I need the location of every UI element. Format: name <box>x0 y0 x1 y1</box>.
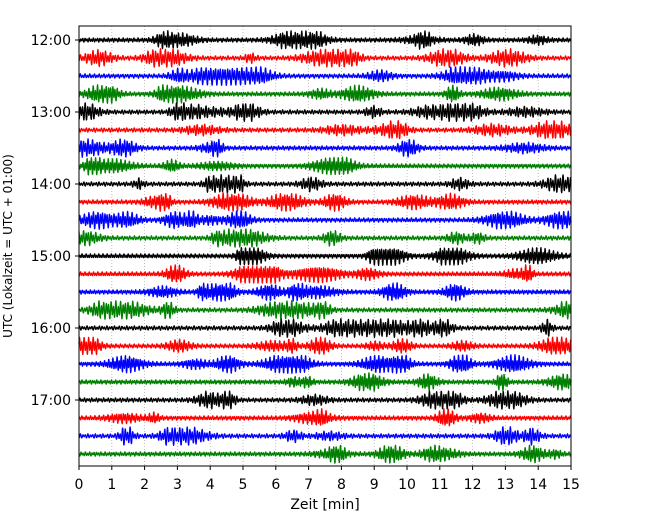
trace-1200 <box>78 29 572 50</box>
x-tick-label: 9 <box>370 477 379 493</box>
y-tick-label: 14:00 <box>31 177 71 193</box>
x-tick-label: 7 <box>304 477 313 493</box>
trace-1300 <box>78 102 572 122</box>
y-tick-label: 17:00 <box>31 393 71 409</box>
trace-1445 <box>78 228 572 248</box>
x-tick-label: 3 <box>173 477 182 493</box>
y-tick-label: 13:00 <box>31 105 71 121</box>
trace-1600 <box>78 317 572 339</box>
x-tick-label: 15 <box>562 477 580 493</box>
trace-1615 <box>78 336 572 356</box>
x-tick-label: 6 <box>271 477 280 493</box>
plot-frame <box>78 25 572 467</box>
x-tick-label: 5 <box>239 477 248 493</box>
trace-1645 <box>78 372 572 393</box>
y-tick-label: 15:00 <box>31 249 71 265</box>
y-axis-label: UTC (Lokalzeit = UTC + 01:00) <box>1 154 15 338</box>
trace-1530 <box>78 282 572 302</box>
trace-1400 <box>78 174 572 194</box>
trace-1715 <box>78 407 572 427</box>
trace-1500 <box>78 246 572 267</box>
x-tick-label: 13 <box>496 477 514 493</box>
x-tick-label: 11 <box>431 477 449 493</box>
trace-1215 <box>78 47 572 69</box>
y-tick-label: 16:00 <box>31 321 71 337</box>
x-axis: 0 1 2 3 4 5 6 7 8 9 10 11 12 13 14 15 <box>75 466 580 493</box>
trace-1730 <box>78 426 572 447</box>
trace-1415 <box>78 192 572 212</box>
trace-1430 <box>78 209 572 230</box>
trace-1345 <box>78 156 572 176</box>
y-tick-label: 12:00 <box>31 33 71 49</box>
x-tick-label: 14 <box>529 477 547 493</box>
y-axis: 12:00 13:00 14:00 15:00 16:00 17:00 <box>31 33 79 409</box>
x-tick-label: 2 <box>140 477 149 493</box>
x-tick-label: 4 <box>206 477 215 493</box>
x-tick-label: 12 <box>464 477 482 493</box>
x-tick-label: 8 <box>337 477 346 493</box>
trace-1245 <box>78 84 572 105</box>
trace-1515 <box>78 264 572 284</box>
trace-1315 <box>78 120 572 140</box>
x-tick-label: 10 <box>398 477 416 493</box>
x-tick-label: 0 <box>75 477 84 493</box>
trace-1230 <box>78 65 572 87</box>
trace-group <box>78 29 572 464</box>
x-axis-label: Zeit [min] <box>290 497 359 513</box>
trace-1745 <box>78 444 572 464</box>
trace-1545 <box>78 300 572 320</box>
x-tick-label: 1 <box>107 477 116 493</box>
trace-1700 <box>78 390 572 410</box>
trace-1330 <box>78 138 572 158</box>
trace-1630 <box>78 354 572 374</box>
